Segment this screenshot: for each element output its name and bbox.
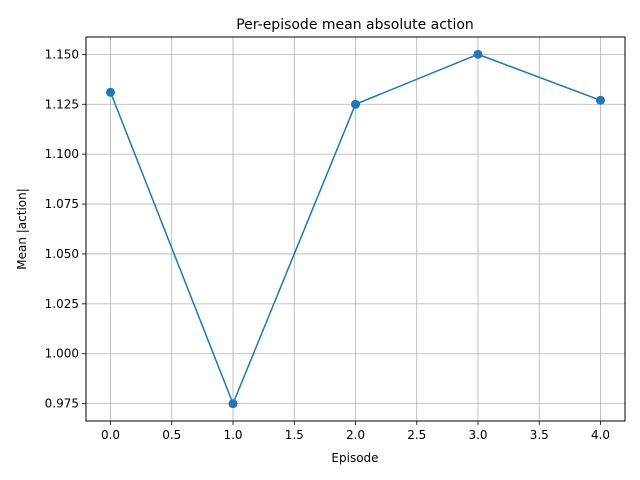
x-tick-label: 1.0 (223, 428, 242, 442)
x-tick-label: 1.5 (285, 428, 304, 442)
series-layer (106, 49, 605, 409)
y-tick-label: 1.100 (45, 147, 79, 161)
y-tick-label: 1.150 (45, 47, 79, 61)
y-tick-label: 1.125 (45, 97, 79, 111)
x-tick-label: 0.5 (162, 428, 181, 442)
grid (86, 37, 625, 421)
y-tick-label: 1.000 (45, 347, 79, 361)
data-point (596, 95, 605, 105)
y-tick-label: 1.075 (45, 197, 79, 211)
x-tick-label: 4.0 (591, 428, 610, 442)
data-point (106, 87, 115, 97)
y-tick-label: 1.025 (45, 297, 79, 311)
chart-title: Per-episode mean absolute action (236, 17, 474, 33)
x-tick-label: 3.5 (530, 428, 549, 442)
data-point (473, 49, 483, 59)
plot-area-frame (85, 36, 626, 422)
y-tick-label: 0.975 (45, 397, 79, 411)
x-tick-label: 3.0 (468, 428, 487, 442)
y-tick-label: 1.050 (45, 247, 79, 261)
y-axis-label: Mean |action| (15, 188, 29, 270)
x-axis-label: Episode (331, 451, 378, 465)
data-point (228, 399, 238, 409)
x-tick-label: 2.0 (346, 428, 365, 442)
x-tick-label: 0.0 (101, 428, 120, 442)
x-tick-label: 2.5 (407, 428, 426, 442)
data-point (351, 99, 360, 109)
axis-ticks: 0.0 0.5 1.0 1.5 2.0 2.5 3.0 3.5 4.0 0.975 1.000 1.0… (45, 47, 610, 442)
